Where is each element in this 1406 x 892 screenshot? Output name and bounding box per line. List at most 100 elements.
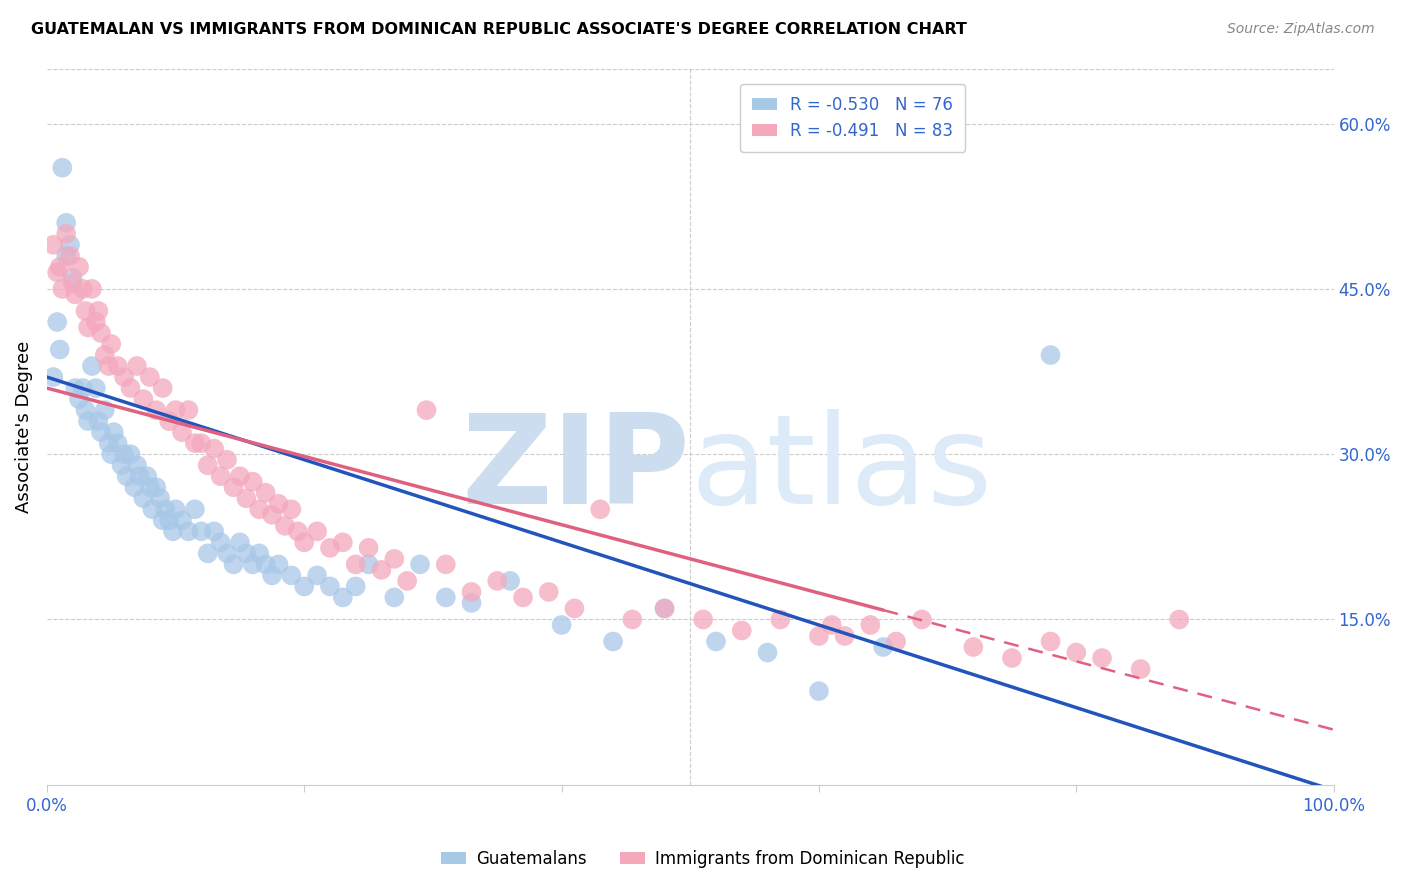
- Point: [107, 359, 129, 373]
- Text: ZIP: ZIP: [461, 409, 690, 530]
- Point: [1129, 662, 1152, 676]
- Point: [262, 508, 284, 522]
- Point: [267, 558, 290, 572]
- Point: [49, 260, 72, 274]
- Point: [87, 304, 110, 318]
- Point: [62, 277, 84, 291]
- Point: [202, 524, 225, 539]
- Point: [382, 591, 405, 605]
- Point: [157, 414, 180, 428]
- Point: [229, 469, 252, 483]
- Point: [602, 634, 624, 648]
- Point: [215, 452, 238, 467]
- Point: [136, 469, 159, 483]
- Point: [42, 370, 65, 384]
- Point: [550, 618, 572, 632]
- Point: [209, 469, 232, 483]
- Point: [112, 447, 135, 461]
- Point: [77, 320, 100, 334]
- Point: [80, 282, 103, 296]
- Point: [120, 447, 142, 461]
- Point: [42, 237, 65, 252]
- Point: [274, 518, 297, 533]
- Point: [247, 546, 270, 560]
- Point: [59, 249, 82, 263]
- Point: [344, 558, 367, 572]
- Point: [63, 381, 86, 395]
- Point: [254, 485, 277, 500]
- Point: [769, 612, 792, 626]
- Point: [125, 458, 148, 473]
- Point: [235, 546, 257, 560]
- Point: [112, 370, 135, 384]
- Point: [499, 574, 522, 588]
- Point: [177, 524, 200, 539]
- Point: [157, 513, 180, 527]
- Point: [51, 282, 73, 296]
- Point: [77, 414, 100, 428]
- Point: [132, 491, 155, 506]
- Point: [190, 524, 212, 539]
- Point: [704, 634, 727, 648]
- Point: [75, 304, 97, 318]
- Point: [396, 574, 419, 588]
- Point: [254, 558, 277, 572]
- Point: [165, 403, 187, 417]
- Point: [139, 480, 162, 494]
- Point: [184, 502, 207, 516]
- Point: [962, 640, 984, 654]
- Point: [197, 458, 219, 473]
- Point: [821, 618, 844, 632]
- Point: [120, 381, 142, 395]
- Legend: R = -0.530   N = 76, R = -0.491   N = 83: R = -0.530 N = 76, R = -0.491 N = 83: [741, 84, 965, 152]
- Point: [170, 425, 193, 439]
- Point: [1091, 651, 1114, 665]
- Point: [141, 502, 163, 516]
- Point: [409, 558, 432, 572]
- Point: [1001, 651, 1024, 665]
- Point: [97, 436, 120, 450]
- Point: [1168, 612, 1191, 626]
- Point: [1039, 634, 1062, 648]
- Text: GUATEMALAN VS IMMIGRANTS FROM DOMINICAN REPUBLIC ASSOCIATE'S DEGREE CORRELATION : GUATEMALAN VS IMMIGRANTS FROM DOMINICAN …: [31, 22, 967, 37]
- Point: [80, 359, 103, 373]
- Point: [292, 579, 315, 593]
- Point: [84, 315, 107, 329]
- Point: [332, 535, 354, 549]
- Point: [222, 480, 245, 494]
- Point: [97, 359, 120, 373]
- Point: [125, 359, 148, 373]
- Point: [280, 502, 302, 516]
- Point: [75, 403, 97, 417]
- Point: [434, 558, 457, 572]
- Point: [132, 392, 155, 406]
- Point: [382, 552, 405, 566]
- Point: [165, 502, 187, 516]
- Point: [145, 403, 167, 417]
- Point: [357, 558, 380, 572]
- Point: [807, 629, 830, 643]
- Point: [139, 370, 162, 384]
- Point: [90, 326, 112, 340]
- Point: [564, 601, 586, 615]
- Point: [222, 558, 245, 572]
- Point: [155, 502, 177, 516]
- Y-axis label: Associate's Degree: Associate's Degree: [15, 341, 32, 513]
- Point: [197, 546, 219, 560]
- Point: [307, 568, 329, 582]
- Point: [267, 497, 290, 511]
- Point: [319, 579, 342, 593]
- Point: [90, 425, 112, 439]
- Point: [262, 568, 284, 582]
- Point: [67, 260, 90, 274]
- Point: [280, 568, 302, 582]
- Point: [692, 612, 714, 626]
- Point: [55, 216, 77, 230]
- Point: [103, 425, 125, 439]
- Point: [128, 469, 150, 483]
- Point: [115, 469, 138, 483]
- Point: [292, 535, 315, 549]
- Point: [100, 337, 122, 351]
- Legend: Guatemalans, Immigrants from Dominican Republic: Guatemalans, Immigrants from Dominican R…: [434, 844, 972, 875]
- Point: [344, 579, 367, 593]
